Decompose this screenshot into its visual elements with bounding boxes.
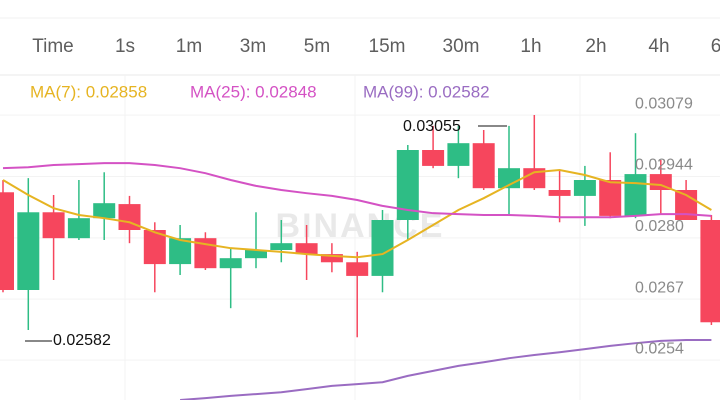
legend-entry: MA(99): 0.02582 — [363, 82, 490, 101]
legend-entry: MA(25): 0.02848 — [190, 82, 317, 101]
candle-body — [700, 220, 720, 323]
candle-body — [67, 218, 90, 239]
ma-line — [180, 339, 712, 400]
timeframe-tab[interactable]: 6 — [711, 36, 720, 57]
candle-body — [396, 150, 419, 220]
candle-body — [624, 174, 647, 216]
legend-entry: MA(7): 0.02858 — [30, 82, 147, 101]
watermark: BINANCE — [276, 207, 445, 245]
y-tick-label: 0.02944 — [635, 157, 693, 174]
timeframe-tab[interactable]: 2h — [585, 36, 606, 57]
timeframe-tab[interactable]: 3m — [240, 36, 266, 57]
timeframe-tab[interactable]: Time — [32, 36, 74, 57]
candle-body — [169, 238, 192, 265]
candle-body — [320, 254, 343, 263]
y-tick-label: 0.0267 — [635, 279, 684, 296]
y-tick-label: 0.0254 — [635, 340, 684, 357]
candle-body — [472, 143, 495, 189]
candle-body — [245, 250, 267, 259]
candle-body — [548, 190, 571, 196]
candle-body — [346, 262, 369, 276]
overlay: Time 1s 1m 3m 5m 15m 30m 1h 2h 4h 6 0.03079 0.02944 0… — [30, 36, 720, 357]
y-tick-label: 0.0280 — [635, 218, 684, 235]
timeframe-tab[interactable]: 30m — [443, 36, 480, 57]
candle-body — [143, 230, 166, 265]
candle-body — [219, 258, 242, 269]
high-annotation: 0.03055 — [403, 118, 461, 135]
plot — [0, 114, 720, 400]
candle-body — [422, 150, 445, 166]
candle-body — [573, 180, 596, 196]
candle-body — [42, 212, 65, 239]
candle-body — [295, 243, 318, 255]
timeframe-tab[interactable]: 5m — [304, 36, 330, 57]
candle-body — [270, 243, 293, 250]
candle-body — [17, 212, 40, 290]
candle-body — [447, 143, 470, 166]
ma-line — [2, 168, 712, 259]
low-annotation: 0.02582 — [53, 332, 111, 349]
ma-line — [2, 162, 712, 219]
candle-body — [599, 180, 622, 216]
y-tick-label: 0.03079 — [635, 95, 693, 112]
candle-body — [93, 203, 116, 219]
timeframe-tab[interactable]: 1m — [176, 36, 202, 57]
timeframe-tab[interactable]: 15m — [369, 36, 406, 57]
timeframe-tab[interactable]: 1h — [520, 36, 541, 57]
timeframe-tab[interactable]: 4h — [648, 36, 669, 57]
candle-body — [0, 192, 14, 290]
candle-body — [523, 168, 546, 189]
candle-body — [371, 220, 394, 276]
timeframe-tab[interactable]: 1s — [115, 36, 135, 57]
candle-body — [649, 174, 672, 190]
